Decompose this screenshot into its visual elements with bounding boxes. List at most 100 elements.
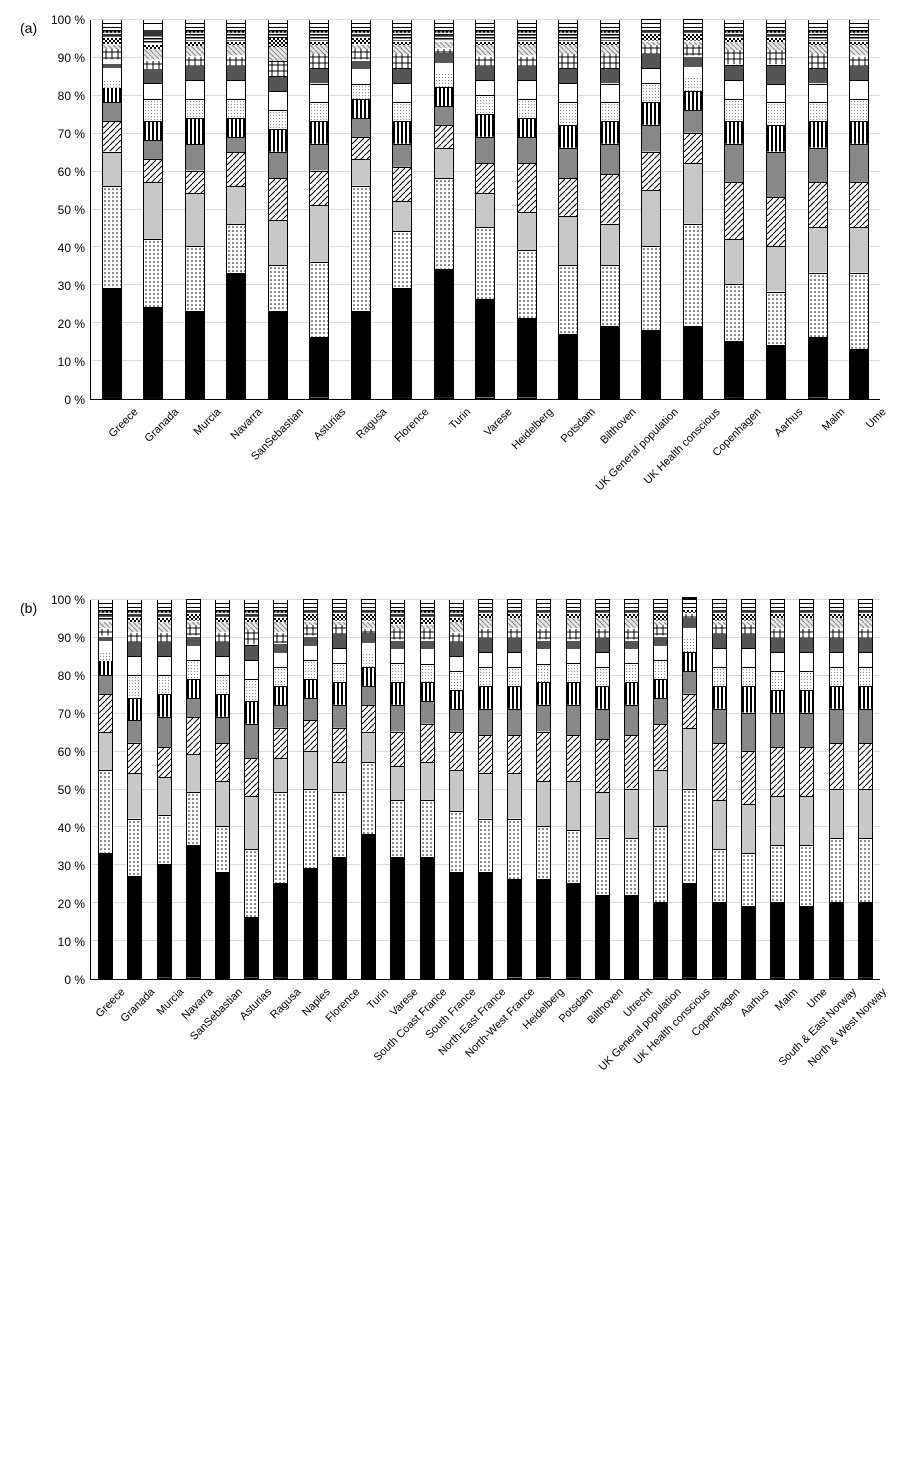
- bar-segment: [390, 611, 405, 619]
- bar-segment: [226, 35, 246, 43]
- y-tick: 20 %: [58, 897, 85, 911]
- bar-segment: [724, 66, 744, 81]
- bar-segment: [507, 608, 522, 616]
- bar-segment: [390, 664, 405, 683]
- bar-segment: [186, 646, 201, 661]
- x-label: Ume: [864, 406, 889, 431]
- bar-segment: [449, 672, 464, 691]
- bar-segment: [361, 623, 376, 631]
- bar-segment: [595, 653, 610, 668]
- bar-segment: [558, 217, 578, 266]
- bar-segment: [770, 714, 785, 748]
- bar-segment: [724, 31, 744, 39]
- bar-segment: [157, 676, 172, 695]
- bar-segment: [420, 638, 435, 649]
- bar-segment: [799, 846, 814, 907]
- bar-segment: [478, 615, 493, 626]
- bar-segment: [517, 35, 537, 43]
- bar-segment: [770, 797, 785, 846]
- bar-segment: [244, 680, 259, 703]
- bar-segment: [127, 744, 142, 774]
- bar-segment: [536, 827, 551, 880]
- bar-segment: [102, 289, 122, 399]
- bar-segment: [507, 710, 522, 737]
- bar-segment: [558, 335, 578, 399]
- bar-segment: [770, 846, 785, 903]
- bar-segment: [268, 153, 288, 180]
- bar-segment: [392, 35, 412, 43]
- bar-segment: [309, 69, 329, 84]
- bar-segment: [478, 638, 493, 653]
- bar-segment: [712, 850, 727, 903]
- bar-segment: [595, 668, 610, 687]
- bar-segment: [332, 706, 347, 729]
- y-tick: 100 %: [51, 593, 85, 607]
- bar-segment: [653, 680, 668, 699]
- x-label: UK Health conscious: [641, 406, 722, 487]
- bar-segment: [741, 634, 756, 649]
- bar-segment: [475, 164, 495, 194]
- bar-segment: [478, 608, 493, 616]
- bar-segment: [361, 687, 376, 706]
- bar-segment: [712, 623, 727, 634]
- bar-segment: [517, 213, 537, 251]
- bar-segment: [303, 680, 318, 699]
- bar-segment: [102, 77, 122, 88]
- bar-segment: [332, 793, 347, 857]
- bar-segment: [157, 619, 172, 630]
- bar-segment: [244, 759, 259, 797]
- bar-segment: [741, 608, 756, 616]
- bar-segment: [186, 718, 201, 756]
- y-tick: 90 %: [58, 51, 85, 65]
- bar-segment: [143, 47, 163, 58]
- bar-segment: [143, 31, 163, 39]
- bar-segment: [724, 240, 744, 285]
- x-label: Turin: [365, 986, 391, 1012]
- bar: [558, 20, 578, 399]
- bar-segment: [390, 706, 405, 733]
- bar-segment: [517, 138, 537, 165]
- bar-segment: [741, 615, 756, 623]
- bar-segment: [558, 69, 578, 84]
- bar-segment: [517, 43, 537, 54]
- bar-segment: [624, 839, 639, 896]
- bar-segment: [829, 608, 844, 616]
- bar-segment: [600, 266, 620, 327]
- bar-segment: [641, 35, 661, 43]
- bar-segment: [829, 687, 844, 710]
- bar-segment: [143, 308, 163, 399]
- bar-segment: [536, 782, 551, 827]
- bar: [600, 20, 620, 399]
- bar-segment: [157, 748, 172, 778]
- bar-segment: [215, 611, 230, 619]
- x-label: Granada: [143, 406, 182, 445]
- bar-segment: [536, 608, 551, 616]
- bar-segment: [517, 54, 537, 65]
- bar-segment: [127, 657, 142, 676]
- bar-segment: [268, 130, 288, 153]
- bar-segment: [303, 699, 318, 722]
- bar-segment: [858, 615, 873, 626]
- bar-segment: [98, 649, 113, 660]
- bar-segment: [766, 293, 786, 346]
- bar-segment: [741, 623, 756, 634]
- bar-segment: [683, 327, 703, 399]
- bar-segment: [536, 638, 551, 649]
- bar-segment: [558, 266, 578, 334]
- bar-segment: [102, 122, 122, 152]
- bar-segment: [600, 175, 620, 224]
- bar-segment: [799, 627, 814, 638]
- bar-segment: [536, 880, 551, 979]
- bar-segment: [449, 771, 464, 813]
- bar-segment: [226, 119, 246, 138]
- bar-segment: [653, 661, 668, 680]
- bar: [849, 20, 869, 399]
- bar-segment: [102, 58, 122, 66]
- bar-segment: [102, 103, 122, 122]
- bar-segment: [273, 668, 288, 687]
- x-label: Bilthoven: [599, 406, 639, 446]
- bar-segment: [683, 92, 703, 111]
- bar-segment: [390, 733, 405, 767]
- bar: [653, 600, 668, 979]
- bar: [683, 20, 703, 399]
